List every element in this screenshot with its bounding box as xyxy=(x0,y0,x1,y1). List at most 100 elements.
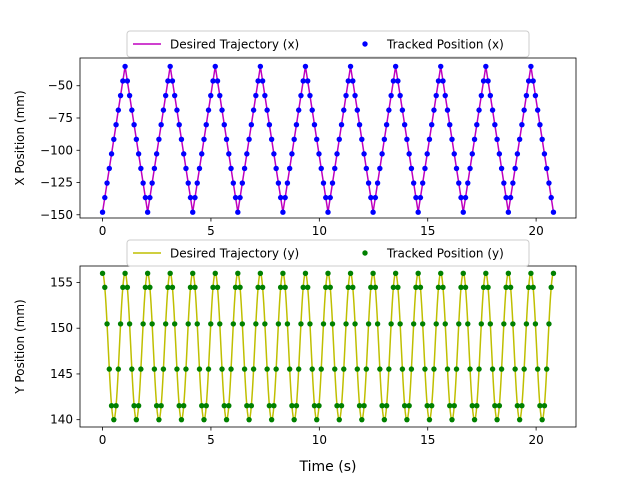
tracked-point-2-187 xyxy=(521,366,527,372)
tracked-point-2-124 xyxy=(379,403,385,409)
tracked-point-2-39 xyxy=(187,284,194,290)
tracked-point-1-105 xyxy=(336,136,342,142)
tracked-point-2-118 xyxy=(365,321,372,327)
tracked-point-2-18 xyxy=(140,321,146,327)
tracked-point-2-3 xyxy=(106,366,113,372)
tracked-point-1-119 xyxy=(368,194,374,201)
tracked-point-1-47 xyxy=(205,107,212,113)
tracked-point-2-141 xyxy=(417,284,424,290)
tracked-point-2-17 xyxy=(138,366,144,372)
tracked-point-2-58 xyxy=(230,321,237,327)
tracked-point-2-140 xyxy=(415,270,421,277)
tracked-point-2-127 xyxy=(386,366,392,372)
tracked-point-1-12 xyxy=(126,92,133,99)
tracked-point-1-159 xyxy=(458,194,464,201)
tracked-point-2-192 xyxy=(532,321,539,327)
tracked-point-2-184 xyxy=(514,403,521,409)
tracked-point-2-137 xyxy=(408,366,415,372)
tracked-point-1-92 xyxy=(307,92,313,99)
tracked-point-2-87 xyxy=(295,366,302,372)
tracked-point-2-65 xyxy=(246,416,252,423)
tracked-point-1-164 xyxy=(469,151,475,157)
tracked-point-2-120 xyxy=(370,270,376,277)
tracked-point-1-93 xyxy=(309,107,315,113)
tracked-point-1-84 xyxy=(289,151,295,157)
tracked-point-1-73 xyxy=(264,107,270,113)
tracked-point-2-178 xyxy=(501,321,507,327)
tracked-point-2-81 xyxy=(282,284,288,290)
tracked-point-2-74 xyxy=(266,403,273,409)
tracked-point-2-123 xyxy=(377,366,383,372)
tracked-point-1-100 xyxy=(325,209,331,215)
tracked-point-2-115 xyxy=(359,416,365,423)
tracked-point-2-85 xyxy=(291,416,297,423)
tracked-point-2-53 xyxy=(219,366,225,372)
tracked-point-2-199 xyxy=(548,284,554,290)
tracked-point-1-24 xyxy=(153,151,160,157)
tracked-point-1-29 xyxy=(165,78,171,84)
y-tick-label: 155 xyxy=(50,275,73,289)
tracked-point-1-17 xyxy=(138,165,144,172)
tracked-point-1-122 xyxy=(374,180,381,186)
tracked-point-2-6 xyxy=(113,403,119,409)
tracked-point-2-111 xyxy=(350,284,356,290)
tracked-point-1-145 xyxy=(426,136,433,142)
tracked-point-2-138 xyxy=(410,321,417,327)
tracked-point-2-29 xyxy=(165,284,171,290)
tracked-point-2-21 xyxy=(147,284,153,290)
tracked-point-1-0 xyxy=(99,209,106,215)
tracked-point-1-134 xyxy=(401,122,408,128)
tracked-point-1-143 xyxy=(422,165,428,172)
tracked-point-2-159 xyxy=(458,284,464,290)
tracked-point-2-62 xyxy=(239,321,246,327)
tracked-point-2-174 xyxy=(492,403,498,409)
tracked-point-2-179 xyxy=(503,284,509,290)
tracked-point-1-162 xyxy=(465,180,471,186)
tracked-point-2-8 xyxy=(117,321,124,327)
tracked-point-2-131 xyxy=(395,284,401,290)
tracked-point-1-21 xyxy=(147,194,153,201)
tracked-point-1-124 xyxy=(379,151,385,157)
tracked-point-1-184 xyxy=(514,151,521,157)
tracked-point-1-46 xyxy=(203,122,209,128)
tracked-point-1-104 xyxy=(334,151,340,157)
tracked-point-1-114 xyxy=(356,122,363,128)
tracked-point-1-72 xyxy=(262,92,268,99)
tracked-point-2-47 xyxy=(205,366,212,372)
tracked-point-2-86 xyxy=(293,403,300,409)
tracked-point-1-137 xyxy=(408,165,415,172)
tracked-point-2-95 xyxy=(314,416,320,423)
tracked-point-1-175 xyxy=(494,136,500,142)
tracked-point-2-49 xyxy=(210,284,216,290)
tracked-point-2-108 xyxy=(343,321,349,327)
tracked-point-1-50 xyxy=(212,63,218,70)
tracked-point-2-71 xyxy=(259,284,266,290)
tracked-point-2-60 xyxy=(235,270,241,277)
tracked-point-1-78 xyxy=(275,180,282,186)
tracked-point-1-115 xyxy=(359,136,365,142)
tracked-point-2-38 xyxy=(185,321,191,327)
tracked-point-1-36 xyxy=(181,151,187,157)
tracked-point-1-107 xyxy=(341,107,347,113)
tracked-point-1-161 xyxy=(462,194,469,201)
tracked-point-1-41 xyxy=(192,194,198,201)
tracked-point-1-197 xyxy=(543,165,550,172)
tracked-point-2-133 xyxy=(399,366,406,372)
tracked-point-2-36 xyxy=(181,403,187,409)
tracked-point-2-142 xyxy=(419,321,426,327)
tracked-point-2-113 xyxy=(354,366,361,372)
tracked-point-1-15 xyxy=(133,136,140,142)
tracked-point-1-27 xyxy=(160,107,167,113)
tracked-point-2-145 xyxy=(426,416,433,423)
tracked-point-2-156 xyxy=(451,403,457,409)
tracked-point-2-164 xyxy=(469,403,475,409)
tracked-point-2-64 xyxy=(244,403,250,409)
tracked-point-1-141 xyxy=(417,194,424,201)
tracked-point-1-166 xyxy=(474,122,480,128)
tracked-point-2-112 xyxy=(352,321,358,327)
tracked-point-2-89 xyxy=(300,284,306,290)
tracked-point-2-45 xyxy=(201,416,207,423)
tracked-point-2-158 xyxy=(456,321,462,327)
tracked-point-1-68 xyxy=(253,92,259,99)
tracked-point-2-153 xyxy=(444,366,451,372)
